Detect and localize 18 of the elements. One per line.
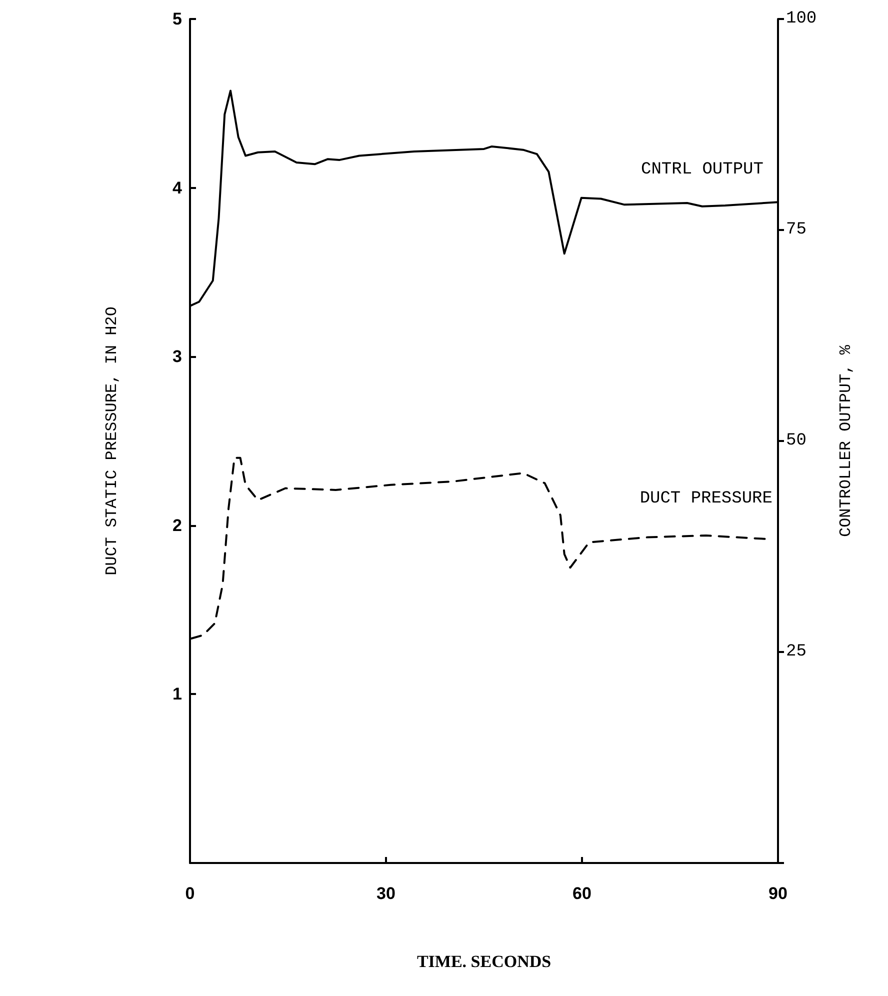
series-label: DUCT PRESSURE bbox=[640, 490, 772, 509]
y2-tick-label: 3 bbox=[172, 347, 182, 366]
x-tick-label: 0 bbox=[185, 884, 195, 903]
x-axis-title: TIME. SECONDS bbox=[416, 952, 552, 971]
x-tick-label: 30 bbox=[376, 884, 396, 903]
y-tick-label: 25 bbox=[786, 642, 806, 662]
y-axis-title: CONTROLLER OUTPUT, % bbox=[837, 344, 855, 538]
y2-axis-title: DUCT STATIC PRESSURE, IN H2O bbox=[103, 306, 121, 576]
y2-tick-label: 5 bbox=[172, 10, 182, 28]
y-tick-label: 75 bbox=[786, 220, 806, 240]
y-tick-label: 50 bbox=[786, 432, 806, 450]
x-tick-label: 90 bbox=[768, 884, 788, 903]
y-tick-label: 100 bbox=[786, 10, 817, 28]
y2-tick-label: 4 bbox=[172, 178, 183, 198]
y2-tick-label: 1 bbox=[172, 684, 182, 704]
y2-tick-label: 2 bbox=[172, 516, 182, 535]
series-label: CNTRL OUTPUT bbox=[641, 160, 764, 180]
x-tick-label: 60 bbox=[572, 884, 592, 903]
